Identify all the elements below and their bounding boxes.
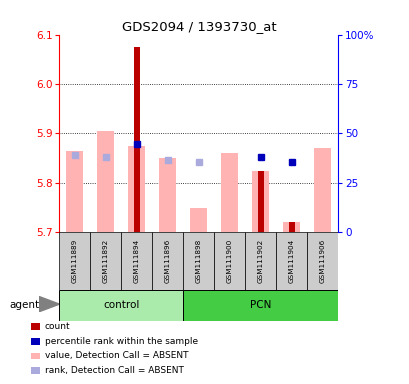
- Text: control: control: [103, 300, 139, 310]
- Text: value, Detection Call = ABSENT: value, Detection Call = ABSENT: [45, 351, 188, 361]
- Text: rank, Detection Call = ABSENT: rank, Detection Call = ABSENT: [45, 366, 183, 375]
- Bar: [221, 153, 238, 232]
- Bar: [152, 232, 183, 290]
- Bar: [128, 146, 145, 232]
- Bar: [283, 222, 299, 232]
- Text: GSM111889: GSM111889: [72, 239, 78, 283]
- Bar: [190, 208, 207, 232]
- Bar: [214, 232, 245, 290]
- Bar: [183, 290, 337, 321]
- Bar: [165, 157, 170, 162]
- Bar: [133, 47, 139, 232]
- Bar: [59, 232, 90, 290]
- Text: GSM111898: GSM111898: [196, 239, 201, 283]
- Text: agent: agent: [9, 300, 39, 310]
- Bar: [90, 232, 121, 290]
- Text: GSM111894: GSM111894: [134, 239, 139, 283]
- Title: GDS2094 / 1393730_at: GDS2094 / 1393730_at: [121, 20, 276, 33]
- Bar: [97, 131, 114, 232]
- Text: count: count: [45, 322, 70, 331]
- Bar: [288, 222, 294, 232]
- Bar: [121, 232, 152, 290]
- Bar: [134, 141, 139, 147]
- Bar: [196, 159, 201, 165]
- Text: GSM111896: GSM111896: [164, 239, 171, 283]
- Bar: [252, 170, 269, 232]
- Bar: [245, 232, 276, 290]
- Text: percentile rank within the sample: percentile rank within the sample: [45, 337, 197, 346]
- Bar: [66, 151, 83, 232]
- Bar: [306, 232, 337, 290]
- Bar: [72, 152, 78, 158]
- Bar: [313, 148, 330, 232]
- Bar: [183, 232, 214, 290]
- Bar: [59, 290, 183, 321]
- Bar: [288, 159, 294, 165]
- Bar: [103, 154, 108, 160]
- Text: GSM111904: GSM111904: [288, 239, 294, 283]
- Bar: [159, 158, 176, 232]
- Polygon shape: [39, 296, 59, 312]
- Text: GSM111902: GSM111902: [257, 239, 263, 283]
- Text: GSM111900: GSM111900: [226, 239, 232, 283]
- Bar: [257, 154, 263, 160]
- Bar: [257, 170, 263, 232]
- Text: PCN: PCN: [249, 300, 271, 310]
- Text: GSM111906: GSM111906: [319, 239, 325, 283]
- Text: GSM111892: GSM111892: [103, 239, 109, 283]
- Bar: [276, 232, 306, 290]
